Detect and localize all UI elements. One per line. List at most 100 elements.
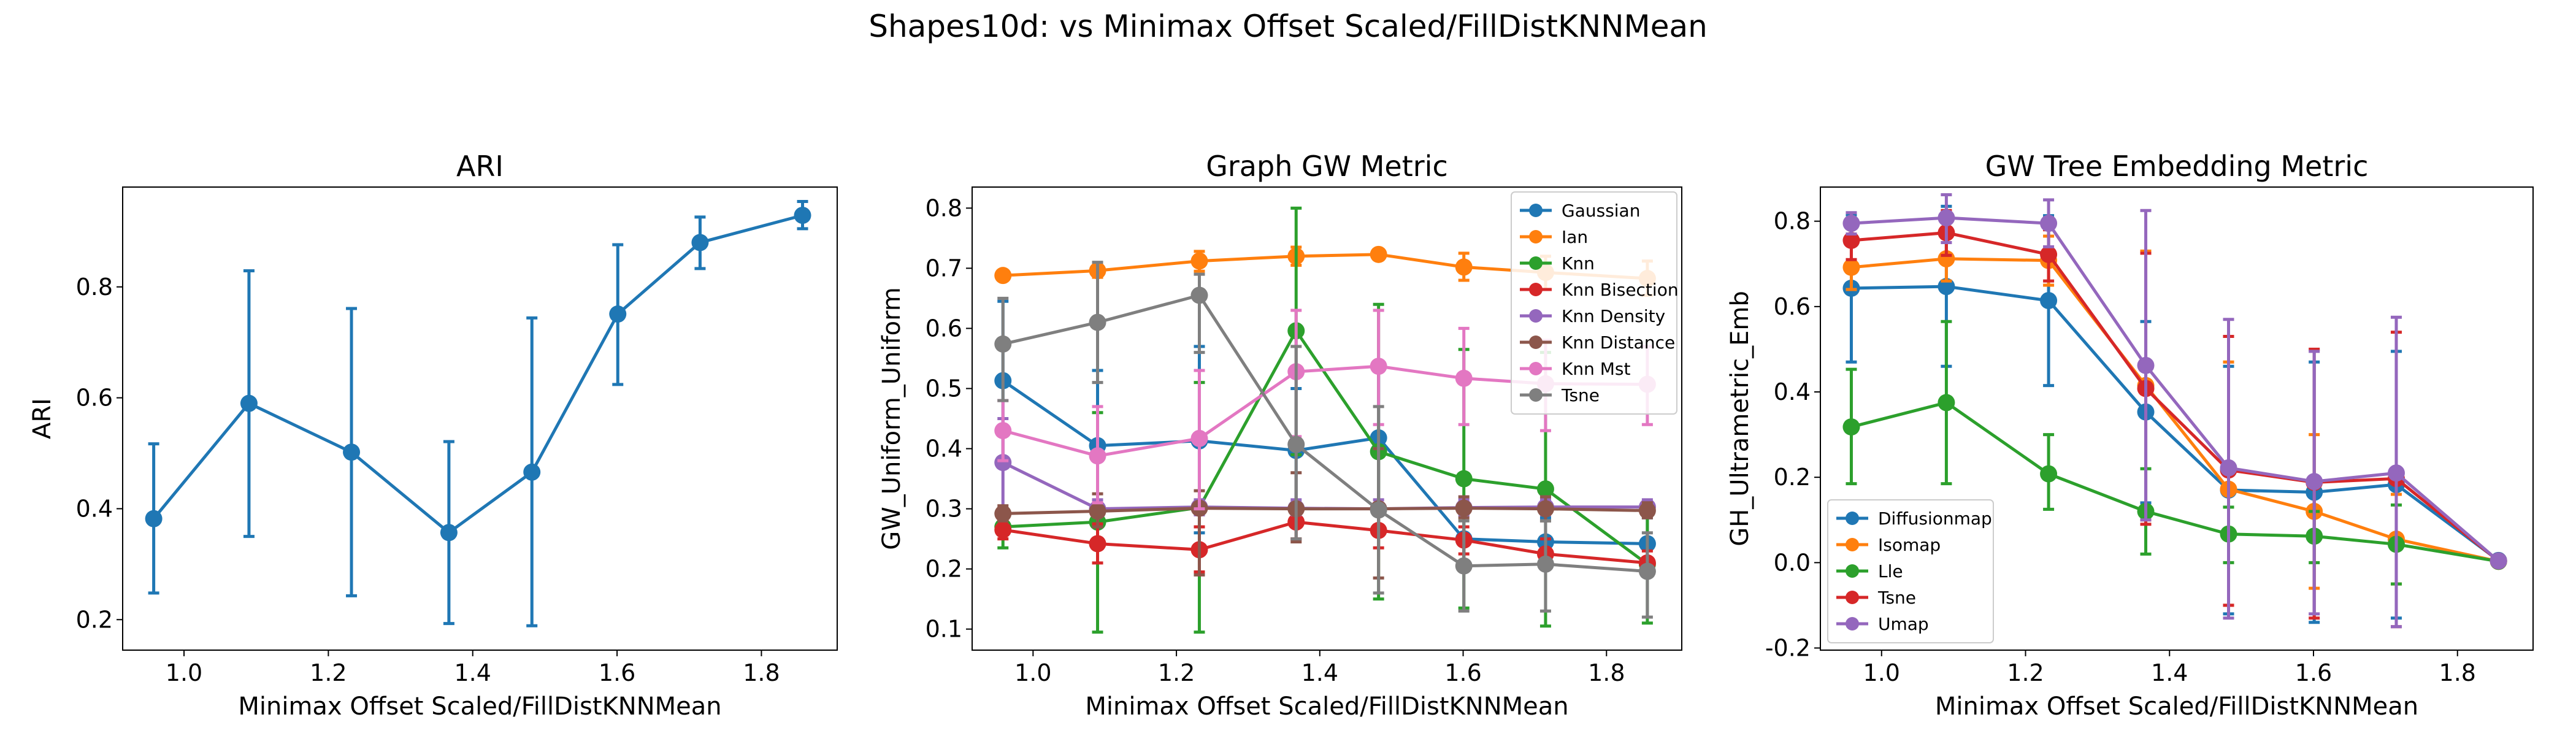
y-tick-label: -0.2: [1765, 635, 1811, 662]
y-axis-label: GW_Uniform_Uniform: [878, 287, 906, 550]
data-point: [343, 443, 361, 461]
y-tick-label: 0.4: [926, 435, 962, 462]
plot-gw-tree-embedding-metric: GW Tree Embedding Metric 1.0 1.2 1.4 1.6 1.8 -…: [1726, 150, 2534, 721]
x-axis-label: Minimax Offset Scaled/FillDistKNNMean: [238, 692, 721, 721]
legend-swatch-marker: [1529, 256, 1543, 270]
legend-swatch-marker: [1529, 362, 1543, 375]
data-point: [1842, 258, 1860, 276]
legend-swatch-marker: [1846, 512, 1859, 525]
legend-label: Knn Bisection: [1562, 280, 1679, 300]
data-point: [1287, 435, 1305, 453]
series-line: [1003, 328, 1649, 565]
data-point: [2040, 292, 2058, 310]
data-point: [1455, 499, 1473, 517]
x-tick-label: 1.8: [1588, 659, 1625, 686]
data-point: [691, 234, 709, 251]
plot-title: GW Tree Embedding Metric: [1985, 150, 2369, 183]
data-point: [2040, 215, 2058, 232]
y-tick-label: 0.8: [76, 274, 113, 301]
data-point: [994, 454, 1012, 472]
data-point: [1089, 447, 1106, 465]
y-tick-label: 0.8: [926, 194, 962, 221]
series-line: [1850, 401, 2499, 563]
legend-label: Knn Mst: [1562, 359, 1631, 379]
data-point: [1089, 502, 1106, 520]
data-point: [1842, 418, 1860, 436]
data-point: [609, 305, 627, 323]
y-tick-label: 0.4: [76, 495, 113, 522]
y-tick-label: 0.7: [926, 255, 962, 282]
y-tick-label: 0.2: [76, 606, 113, 633]
data-point: [1455, 258, 1473, 276]
legend-swatch-marker: [1846, 564, 1859, 578]
plot-frame: [122, 186, 838, 651]
y-axis-label: ARI: [28, 398, 56, 439]
legend: Gaussian Ian Knn Knn Bisection Knn Density Kn…: [1511, 191, 1679, 415]
series-line: [1003, 507, 1647, 515]
data-point: [1638, 562, 1656, 580]
legend-label: Ian: [1562, 227, 1588, 247]
y-axis-label: GH_Ultrametric_Emb: [1726, 291, 1754, 546]
legend-label: Knn Distance: [1562, 332, 1675, 353]
data-point: [1536, 555, 1554, 573]
plot-ari: ARI 1.0 1.2 1.4 1.6 1.8 0.2 0.4 0.6 0.8 Minimax Of…: [28, 150, 838, 721]
y-tick-label: 0.1: [926, 616, 962, 643]
legend-label: Umap: [1878, 614, 1929, 634]
legend-swatch-marker: [1846, 617, 1859, 631]
x-tick-label: 1.4: [454, 659, 491, 686]
legend-swatch-marker: [1529, 388, 1543, 402]
legend-swatch-marker: [1846, 591, 1859, 604]
series-line: [152, 213, 803, 535]
legend-swatch-marker: [1529, 230, 1543, 243]
legend-swatch-marker: [1529, 204, 1543, 217]
series-main: [145, 200, 811, 627]
series-line: [1851, 231, 2500, 562]
data-point: [1370, 358, 1387, 375]
data-point: [1536, 500, 1554, 518]
legend-swatch-marker: [1529, 283, 1543, 296]
series-line: [1851, 257, 2499, 563]
legend-label: Isomap: [1878, 535, 1941, 555]
y-tick-label: 0.2: [926, 556, 962, 583]
data-point: [2490, 552, 2507, 570]
data-point: [1938, 394, 1955, 412]
data-point: [994, 422, 1012, 440]
legend-label: Diffusionmap: [1878, 508, 1992, 529]
data-point: [1536, 480, 1554, 498]
legend-label: Knn Density: [1562, 306, 1665, 326]
data-point: [1370, 501, 1387, 519]
x-tick-label: 1.6: [1444, 659, 1481, 686]
x-tick-label: 1.0: [1014, 659, 1051, 686]
x-tick-label: 1.2: [1158, 659, 1195, 686]
data-point: [1455, 557, 1473, 575]
x-tick-label: 1.0: [1863, 659, 1900, 686]
data-point: [994, 521, 1012, 539]
data-point: [1638, 502, 1656, 519]
x-tick-label: 1.2: [310, 659, 347, 686]
data-point: [240, 394, 258, 412]
series-lle: [1842, 320, 2507, 586]
legend-label: Gaussian: [1562, 201, 1640, 221]
data-point: [994, 267, 1012, 285]
data-point: [994, 505, 1012, 523]
data-point: [2040, 465, 2058, 483]
legend-swatch-marker: [1529, 335, 1543, 349]
data-point: [1842, 215, 1860, 232]
legend: Diffusionmap Isomap Lle Tsne Umap: [1827, 499, 1994, 643]
legend-label: Lle: [1878, 561, 1903, 581]
data-point: [1089, 535, 1106, 553]
legend-label: Knn: [1562, 253, 1595, 274]
y-tick-label: 0.6: [76, 385, 113, 412]
y-tick-label: 0.2: [1774, 464, 1811, 491]
y-tick-label: 0.8: [1774, 208, 1811, 235]
data-point: [994, 335, 1012, 353]
data-point: [1190, 252, 1208, 270]
series-line: [1002, 293, 1648, 573]
series-tsne: [994, 261, 1656, 619]
figure-title: Shapes10d: vs Minimax Offset Scaled/Fill…: [868, 9, 1708, 44]
series-line: [1002, 379, 1647, 545]
plot-graph-gw-metric: Graph GW Metric 1.0 1.2 1.4 1.6 1.8 0.1 0.2 0.3 0…: [878, 150, 1682, 721]
y-tick-label: 0.0: [1774, 549, 1811, 576]
